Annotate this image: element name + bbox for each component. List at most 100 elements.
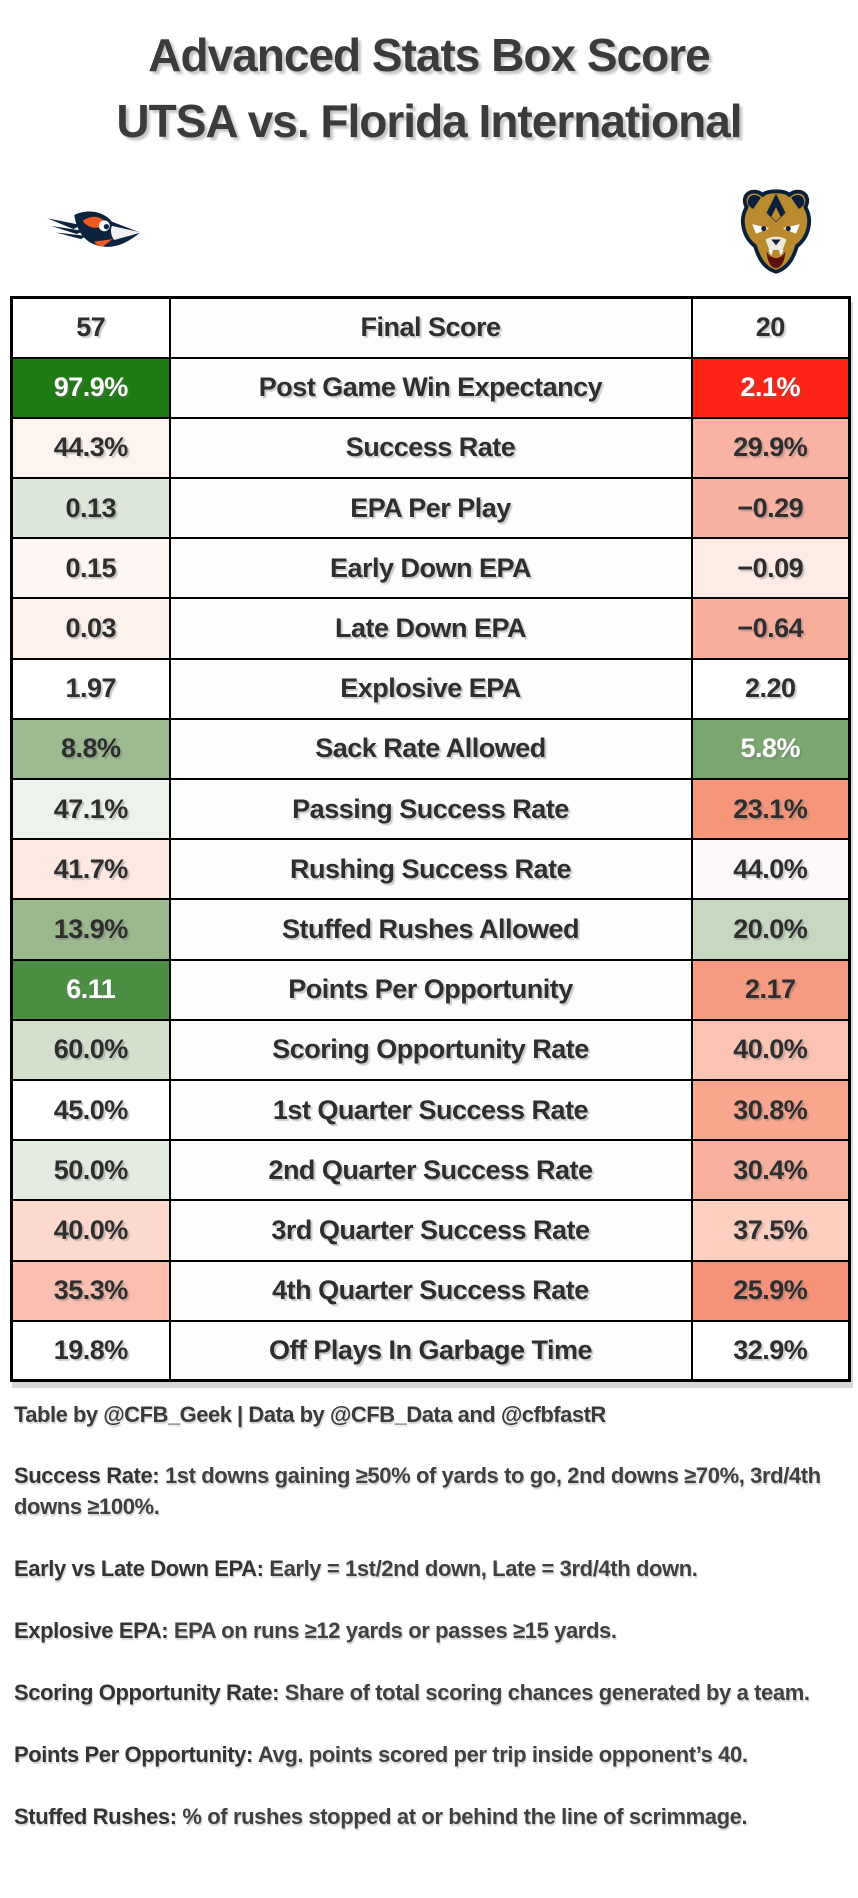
page-title: Advanced Stats Box Score UTSA vs. Florid… (0, 0, 858, 154)
metric-label-cell: Early Down EPA (168, 537, 693, 600)
note-text: 1st downs gaining ≥50% of yards to go, 2… (14, 1463, 821, 1520)
utsa-roadrunner-logo-icon (46, 204, 146, 261)
stats-table-body: 57 Final Score 20 97.9% Post Game Win Expect… (10, 296, 851, 1382)
note-text: EPA on runs ≥12 yards or passes ≥15 yard… (173, 1618, 617, 1644)
fiu-value-cell: −0.29 (690, 477, 851, 540)
table-row: 6.11 Points Per Opportunity 2.17 (10, 958, 851, 1021)
table-row: 41.7% Rushing Success Rate 44.0% (10, 838, 851, 901)
utsa-value-cell: 0.03 (10, 597, 171, 660)
stats-table: 57 Final Score 20 97.9% Post Game Win Expect… (10, 296, 851, 1383)
fiu-value-cell: 20.0% (690, 898, 851, 961)
utsa-value-cell: 1.97 (10, 657, 171, 720)
note-term: Explosive EPA: (14, 1618, 174, 1644)
fiu-value-cell: 25.9% (690, 1259, 851, 1322)
fiu-value-cell: 2.1% (690, 356, 851, 419)
metric-label-cell: Rushing Success Rate (168, 838, 693, 901)
table-row: 60.0% Scoring Opportunity Rate 40.0% (10, 1018, 851, 1081)
title-line-1: Advanced Stats Box Score (148, 29, 710, 81)
note-text: Share of total scoring chances generated… (284, 1680, 810, 1706)
metric-label-cell: Sack Rate Allowed (168, 717, 693, 781)
fiu-value-cell: 5.8% (690, 717, 851, 781)
title-line-2: UTSA vs. Florida International (116, 95, 742, 147)
table-row: 1.97 Explosive EPA 2.20 (10, 657, 851, 720)
utsa-value-cell: 44.3% (10, 416, 171, 480)
footer: Table by @CFB_Geek | Data by @CFB_Data a… (0, 1382, 858, 1832)
table-row: 97.9% Post Game Win Expectancy 2.1% (10, 356, 851, 419)
utsa-value-cell: 45.0% (10, 1078, 171, 1142)
metric-label-cell: Points Per Opportunity (168, 958, 693, 1021)
utsa-value-cell: 8.8% (10, 717, 171, 781)
table-row: 19.8% Off Plays In Garbage Time 32.9% (10, 1319, 851, 1382)
metric-label-cell: 3rd Quarter Success Rate (168, 1199, 693, 1262)
table-row: 45.0% 1st Quarter Success Rate 30.8% (10, 1078, 851, 1142)
fiu-value-cell: 20 (690, 296, 851, 359)
table-row: 44.3% Success Rate 29.9% (10, 416, 851, 480)
fiu-value-cell: 2.20 (690, 657, 851, 720)
fiu-value-cell: 23.1% (690, 777, 851, 841)
metric-label-cell: 4th Quarter Success Rate (168, 1259, 693, 1322)
note-term: Points Per Opportunity: (14, 1742, 258, 1768)
notes: Success Rate: 1st downs gaining ≥50% of … (14, 1460, 828, 1832)
table-row: 50.0% 2nd Quarter Success Rate 30.4% (10, 1139, 851, 1202)
metric-label-cell: Post Game Win Expectancy (168, 356, 693, 419)
fiu-value-cell: 30.4% (690, 1139, 851, 1202)
utsa-value-cell: 13.9% (10, 898, 171, 961)
note-text: Avg. points scored per trip inside oppon… (257, 1742, 748, 1768)
credit-line: Table by @CFB_Geek | Data by @CFB_Data a… (14, 1402, 606, 1428)
table-row: 13.9% Stuffed Rushes Allowed 20.0% (10, 898, 851, 961)
note-text: % of rushes stopped at or behind the lin… (182, 1804, 748, 1830)
utsa-value-cell: 19.8% (10, 1319, 171, 1382)
table-row: 0.03 Late Down EPA −0.64 (10, 597, 851, 660)
utsa-value-cell: 0.13 (10, 477, 171, 540)
table-row: 0.13 EPA Per Play −0.29 (10, 477, 851, 540)
utsa-value-cell: 47.1% (10, 777, 171, 841)
metric-label-cell: 1st Quarter Success Rate (168, 1078, 693, 1142)
metric-label-cell: Final Score (168, 296, 693, 359)
metric-label-cell: Success Rate (168, 416, 693, 480)
utsa-value-cell: 41.7% (10, 838, 171, 901)
fiu-panther-logo-icon (738, 186, 814, 279)
note-term: Early vs Late Down EPA: (14, 1556, 270, 1582)
metric-label-cell: Passing Success Rate (168, 777, 693, 841)
fiu-value-cell: 44.0% (690, 838, 851, 901)
fiu-value-cell: 37.5% (690, 1199, 851, 1262)
fiu-value-cell: 30.8% (690, 1078, 851, 1142)
table-row: 35.3% 4th Quarter Success Rate 25.9% (10, 1259, 851, 1322)
utsa-value-cell: 50.0% (10, 1139, 171, 1202)
table-row: 57 Final Score 20 (10, 296, 851, 359)
table-row: 40.0% 3rd Quarter Success Rate 37.5% (10, 1199, 851, 1262)
note-term: Success Rate: (14, 1463, 165, 1489)
utsa-value-cell: 40.0% (10, 1199, 171, 1262)
note: Explosive EPA: EPA on runs ≥12 yards or … (14, 1615, 828, 1646)
note-term: Stuffed Rushes: (14, 1804, 183, 1830)
note-term: Scoring Opportunity Rate: (14, 1680, 285, 1706)
utsa-value-cell: 97.9% (10, 356, 171, 419)
fiu-value-cell: 2.17 (690, 958, 851, 1021)
utsa-value-cell: 60.0% (10, 1018, 171, 1081)
metric-label-cell: Explosive EPA (168, 657, 693, 720)
utsa-value-cell: 57 (10, 296, 171, 359)
metric-label-cell: Off Plays In Garbage Time (168, 1319, 693, 1382)
note: Success Rate: 1st downs gaining ≥50% of … (14, 1460, 828, 1522)
team-logos-row (0, 176, 858, 288)
metric-label-cell: Late Down EPA (168, 597, 693, 660)
metric-label-cell: Scoring Opportunity Rate (168, 1018, 693, 1081)
table-row: 47.1% Passing Success Rate 23.1% (10, 777, 851, 841)
fiu-value-cell: 40.0% (690, 1018, 851, 1081)
note: Points Per Opportunity: Avg. points scor… (14, 1739, 828, 1770)
utsa-value-cell: 6.11 (10, 958, 171, 1021)
fiu-value-cell: 32.9% (690, 1319, 851, 1382)
note: Early vs Late Down EPA: Early = 1st/2nd … (14, 1553, 828, 1584)
metric-label-cell: EPA Per Play (168, 477, 693, 540)
table-row: 8.8% Sack Rate Allowed 5.8% (10, 717, 851, 781)
fiu-value-cell: −0.09 (690, 537, 851, 600)
fiu-value-cell: −0.64 (690, 597, 851, 660)
table-row: 0.15 Early Down EPA −0.09 (10, 537, 851, 600)
utsa-value-cell: 0.15 (10, 537, 171, 600)
note-text: Early = 1st/2nd down, Late = 3rd/4th dow… (269, 1556, 698, 1582)
metric-label-cell: 2nd Quarter Success Rate (168, 1139, 693, 1202)
metric-label-cell: Stuffed Rushes Allowed (168, 898, 693, 961)
note: Stuffed Rushes: % of rushes stopped at o… (14, 1801, 828, 1832)
note: Scoring Opportunity Rate: Share of total… (14, 1677, 828, 1708)
